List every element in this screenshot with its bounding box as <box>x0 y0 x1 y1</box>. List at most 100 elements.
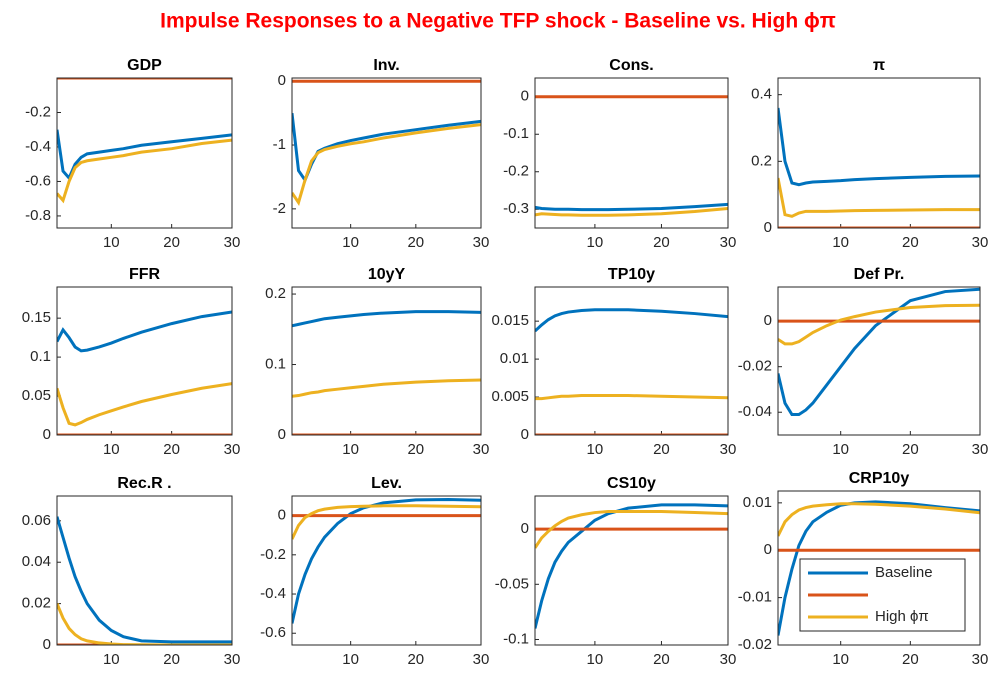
y-tick-label: 0.05 <box>22 387 51 404</box>
x-tick-label: 20 <box>163 234 180 251</box>
y-tick-label: -0.05 <box>495 575 529 592</box>
panel-title: Rec.R . <box>117 475 171 492</box>
x-tick-label: 30 <box>720 234 737 251</box>
panel-title: FFR <box>129 266 161 283</box>
x-tick-label: 20 <box>163 441 180 458</box>
x-tick-label: 30 <box>473 441 490 458</box>
y-tick-label: -2 <box>273 200 286 217</box>
panel-title: CS10y <box>607 475 656 492</box>
axes-box <box>56 77 233 229</box>
series-line <box>535 207 728 217</box>
y-tick-label: -0.8 <box>25 207 51 224</box>
y-tick-label: 0.005 <box>491 388 529 405</box>
x-tick-label: 20 <box>653 234 670 251</box>
y-tick-label: 0.15 <box>22 309 51 326</box>
y-tick-label: -1 <box>273 136 286 153</box>
x-tick-label: 10 <box>587 651 604 668</box>
axes-box <box>534 77 729 229</box>
figure-title: Impulse Responses to a Negative TFP shoc… <box>160 10 836 33</box>
plot-area <box>292 287 481 435</box>
y-tick-label: -0.4 <box>260 585 286 602</box>
y-tick-label: 0.1 <box>30 348 51 365</box>
x-tick-label: 10 <box>103 234 120 251</box>
y-tick-label: 0 <box>278 72 286 89</box>
y-tick-label: -0.2 <box>25 103 51 120</box>
y-tick-label: 0.015 <box>491 312 529 329</box>
x-tick-label: 20 <box>407 234 424 251</box>
y-tick-label: -0.2 <box>260 546 286 563</box>
plot-area <box>778 287 980 435</box>
axes-box <box>534 495 729 646</box>
y-tick-label: 0.1 <box>265 355 286 372</box>
x-tick-label: 10 <box>103 441 120 458</box>
legend-label: High ϕπ <box>875 608 929 625</box>
y-tick-label: 0.4 <box>751 86 772 103</box>
series-line <box>292 504 481 540</box>
x-tick-label: 30 <box>224 441 241 458</box>
panel-title: TP10y <box>608 266 655 283</box>
series-line <box>57 382 232 427</box>
x-tick-label: 30 <box>224 651 241 668</box>
y-tick-label: -0.4 <box>25 138 51 155</box>
x-tick-label: 20 <box>902 234 919 251</box>
x-tick-label: 10 <box>832 441 849 458</box>
series-line <box>535 308 728 333</box>
series-line <box>778 107 980 187</box>
panel-title: π <box>873 57 885 74</box>
x-tick-label: 20 <box>653 651 670 668</box>
plot-area <box>57 496 232 645</box>
series-line <box>535 509 728 549</box>
x-tick-label: 10 <box>342 441 359 458</box>
y-tick-label: -0.2 <box>503 163 529 180</box>
x-tick-label: 30 <box>720 441 737 458</box>
axes-box <box>777 490 981 646</box>
series-line <box>535 503 728 629</box>
y-tick-label: -0.6 <box>260 624 286 641</box>
series-line <box>778 177 980 218</box>
x-tick-label: 30 <box>972 441 989 458</box>
axes-box <box>534 286 729 436</box>
x-tick-label: 10 <box>342 651 359 668</box>
axes-box <box>777 286 981 436</box>
y-tick-label: 0 <box>43 636 51 653</box>
plot-area <box>535 78 728 228</box>
y-tick-label: 0 <box>521 426 529 443</box>
axes-box <box>777 77 981 229</box>
x-tick-label: 30 <box>473 234 490 251</box>
series-line <box>292 378 481 398</box>
series-line <box>57 516 232 644</box>
x-tick-label: 30 <box>473 651 490 668</box>
x-tick-label: 10 <box>832 651 849 668</box>
y-tick-label: 0 <box>43 426 51 443</box>
series-line <box>535 202 728 212</box>
x-tick-label: 10 <box>103 651 120 668</box>
x-tick-label: 30 <box>720 651 737 668</box>
y-tick-label: 0 <box>764 541 772 558</box>
series-line <box>292 498 481 624</box>
y-tick-label: 0.04 <box>22 553 51 570</box>
y-tick-label: -0.01 <box>738 589 772 606</box>
x-tick-label: 10 <box>587 441 604 458</box>
y-tick-label: 0 <box>278 507 286 524</box>
series-line <box>57 138 232 204</box>
plot-area <box>292 78 481 228</box>
y-tick-label: 0 <box>521 520 529 537</box>
y-tick-label: 0.06 <box>22 512 51 529</box>
x-tick-label: 10 <box>342 234 359 251</box>
plot-area <box>57 287 232 435</box>
x-tick-label: 30 <box>972 651 989 668</box>
y-tick-label: -0.02 <box>738 636 772 653</box>
x-tick-label: 20 <box>902 441 919 458</box>
x-tick-label: 20 <box>407 441 424 458</box>
y-tick-label: 0.2 <box>751 152 772 169</box>
y-tick-label: 0 <box>764 219 772 236</box>
series-line <box>778 287 980 417</box>
x-tick-label: 10 <box>587 234 604 251</box>
panel-title: Cons. <box>609 57 653 74</box>
x-tick-label: 20 <box>163 651 180 668</box>
series-line <box>778 502 980 537</box>
y-tick-label: 0.02 <box>22 595 51 612</box>
series-line <box>778 500 980 636</box>
y-tick-label: 0 <box>278 426 286 443</box>
axes-box <box>291 77 482 229</box>
